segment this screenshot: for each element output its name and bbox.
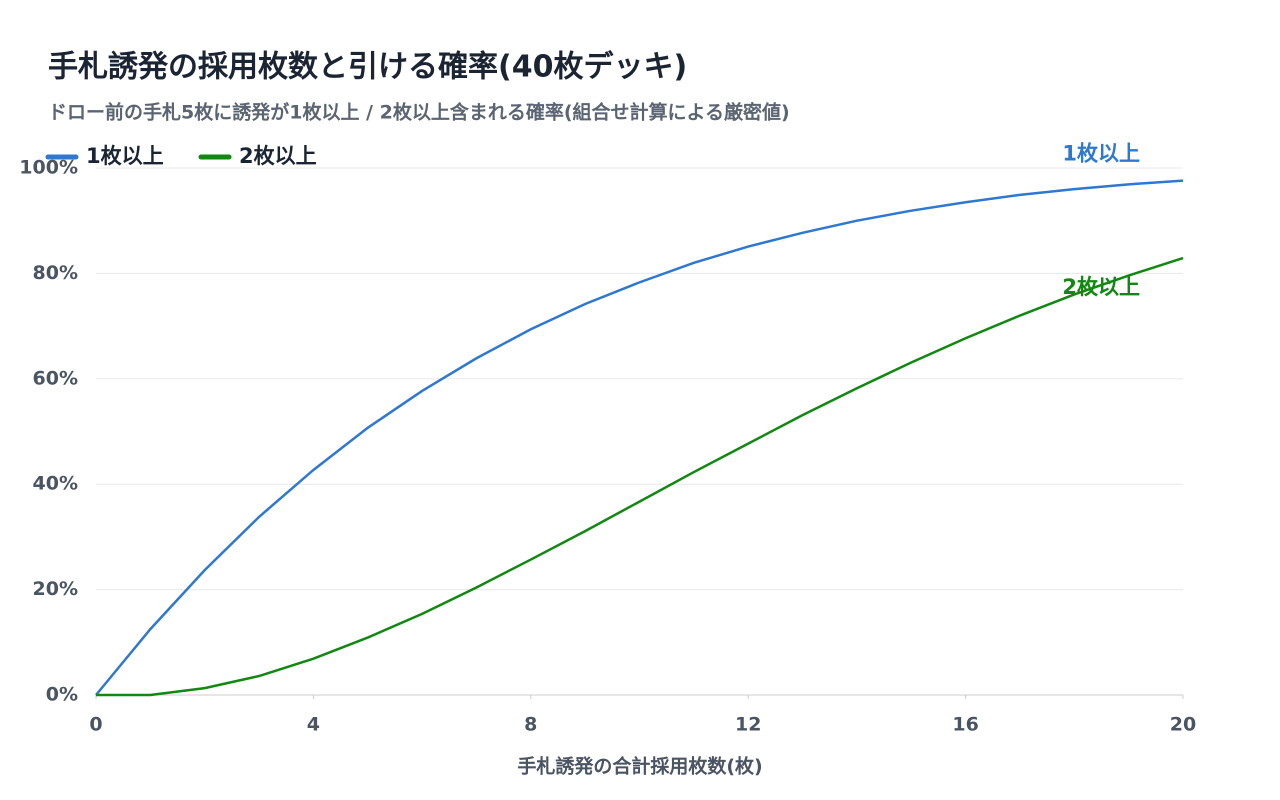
series-end-label: 2枚以上 [1062, 275, 1140, 299]
chart-title: 手札誘発の採用枚数と引ける確率(40枚デッキ) [48, 50, 687, 85]
x-tick-label: 4 [307, 714, 320, 736]
chart-subtitle: ドロー前の手札5枚に誘発が1枚以上 / 2枚以上含まれる確率(組合せ計算による厳… [48, 101, 790, 124]
x-tick-label: 8 [524, 714, 537, 736]
series-end-label: 1枚以上 [1062, 142, 1140, 166]
series-line [96, 256, 1184, 697]
x-tick-label: 0 [89, 714, 102, 736]
y-tick-label: 60% [33, 367, 78, 389]
legend-label: 2枚以上 [239, 144, 317, 168]
series-line [95, 179, 1184, 696]
x-axis-label: 手札誘発の合計採用枚数(枚) [517, 755, 762, 778]
legend-label: 1枚以上 [86, 144, 164, 168]
y-tick-label: 0% [46, 684, 78, 706]
x-tick-label: 16 [952, 714, 978, 736]
y-tick-label: 100% [19, 157, 78, 179]
x-tick-label: 20 [1170, 714, 1196, 736]
y-tick-label: 20% [33, 578, 78, 600]
x-tick-label: 12 [735, 714, 761, 736]
y-tick-label: 40% [33, 473, 78, 495]
y-tick-label: 80% [33, 262, 78, 284]
